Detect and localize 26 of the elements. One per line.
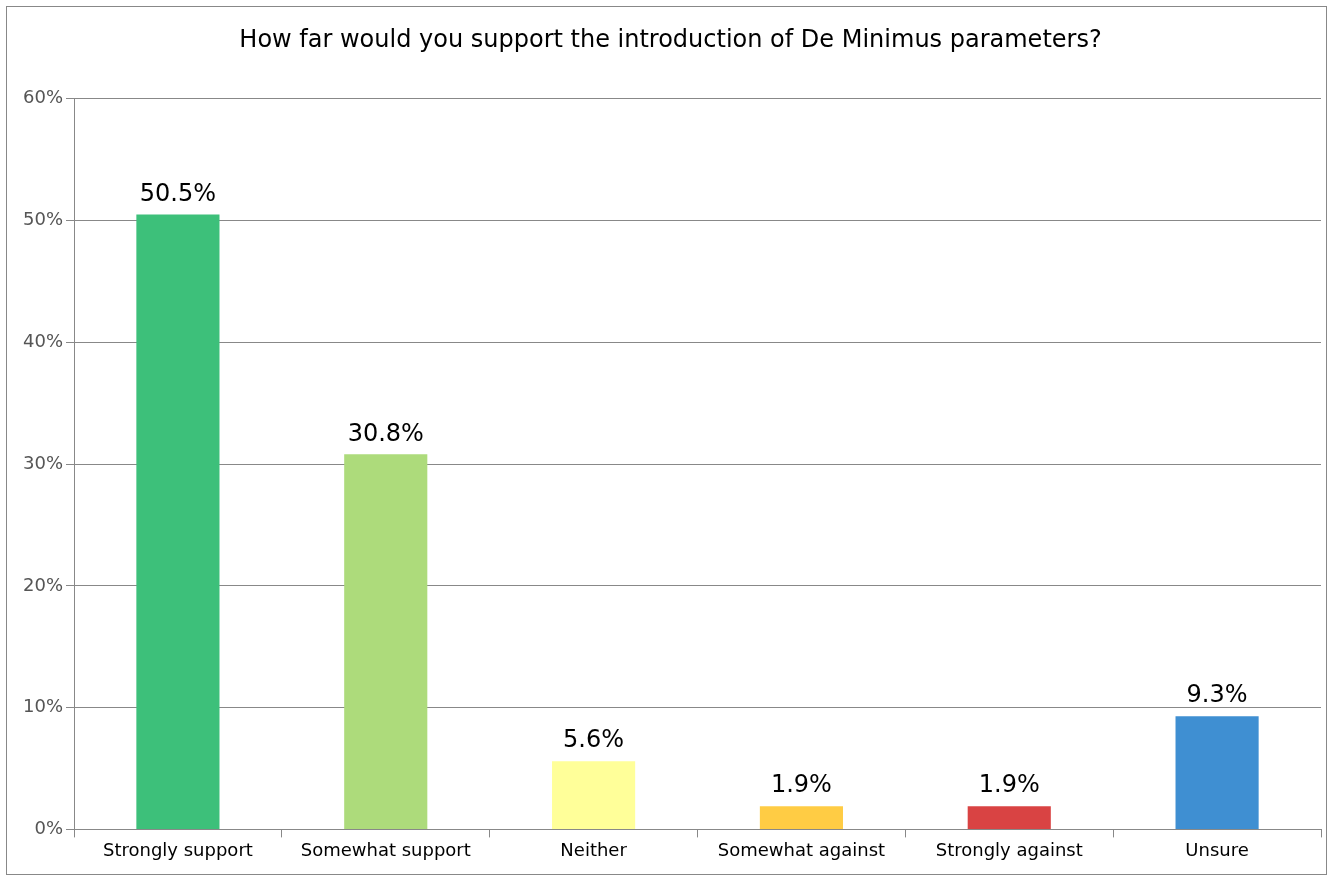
x-tick-label: Unsure <box>1185 838 1249 860</box>
y-tick-label: 10% <box>22 695 64 717</box>
y-tick-label: 50% <box>22 208 64 230</box>
bar <box>967 806 1051 829</box>
y-tick-label: 20% <box>22 573 64 595</box>
y-tick-label: 40% <box>22 330 64 352</box>
data-label: 1.9% <box>770 770 832 799</box>
x-tick-label: Somewhat support <box>300 838 471 860</box>
x-tick-label: Somewhat against <box>717 838 886 860</box>
x-tick-label: Strongly against <box>935 838 1083 860</box>
bar <box>552 761 636 829</box>
data-label: 9.3% <box>1186 680 1248 709</box>
y-tick-label: 30% <box>22 451 64 473</box>
data-label: 5.6% <box>563 725 625 754</box>
data-label: 50.5% <box>139 178 217 207</box>
chart-title: How far would you support the introduction of De Minimus parameters? <box>239 24 1102 53</box>
y-tick-label: 60% <box>22 86 64 108</box>
bar <box>759 806 843 829</box>
bar <box>1175 716 1259 829</box>
bar <box>136 214 220 829</box>
x-tick-label: Strongly support <box>103 838 253 860</box>
x-tick-label: Neither <box>560 838 628 860</box>
bar <box>344 454 428 829</box>
data-label: 1.9% <box>978 770 1040 799</box>
data-label: 30.8% <box>347 418 424 447</box>
y-tick-label: 0% <box>34 817 64 839</box>
